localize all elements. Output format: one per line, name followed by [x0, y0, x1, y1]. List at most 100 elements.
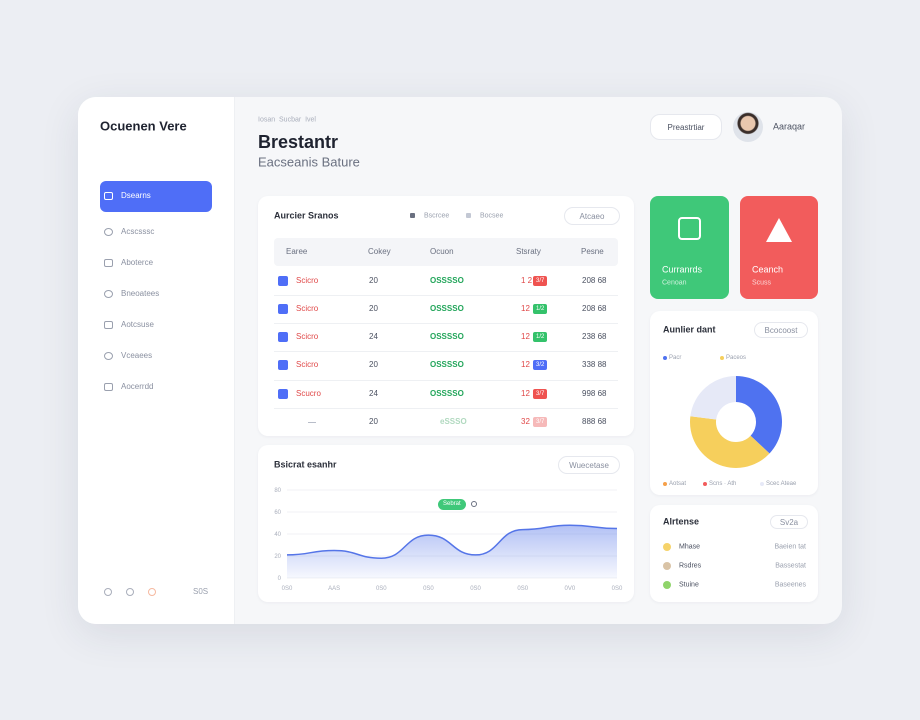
row-code: OSSSSO	[430, 304, 464, 313]
legend-label: Bocsee	[480, 212, 504, 220]
row-divider	[274, 380, 618, 381]
alert-name: Stuine	[679, 581, 699, 589]
table-header-bg	[274, 238, 618, 266]
table-action[interactable]: Atcaeo	[564, 207, 620, 225]
row-checkbox[interactable]	[278, 360, 288, 370]
sidebar	[78, 97, 235, 624]
alert-detail: Baseenes	[774, 581, 806, 589]
legend-dot	[703, 482, 707, 486]
nav-icon	[104, 321, 113, 329]
user-name: Aaraqar	[773, 121, 806, 132]
legend-label: Paceos	[726, 355, 747, 361]
card-icon	[678, 217, 701, 240]
row-code: OSSSSO	[430, 332, 464, 341]
row-qty: 24	[369, 332, 378, 341]
column-header: Ocuon	[430, 247, 454, 256]
alert-dot	[663, 581, 671, 589]
row-price: 888 68	[582, 417, 607, 426]
row-qty: 24	[369, 389, 378, 398]
legend-dot	[720, 356, 724, 360]
breadcrumb: Iosan Sucbar Ivel	[258, 116, 316, 124]
nav-item[interactable]: Aotcsuse	[121, 320, 154, 329]
nav-item[interactable]: Dsearns	[121, 191, 151, 200]
nav-item[interactable]: Vceaees	[121, 351, 153, 360]
row-qty: 20	[369, 304, 378, 313]
row-code: OSSSSO	[430, 360, 464, 369]
row-placeholder	[308, 422, 316, 423]
legend-label: Aotsat	[669, 481, 687, 487]
row-code: OSSSSO	[430, 276, 464, 285]
row-badge: 3/7	[533, 276, 548, 286]
row-name: Scicro	[296, 276, 319, 285]
footer-icon[interactable]	[126, 588, 134, 596]
row-name: Scicro	[296, 304, 319, 313]
row-checkbox[interactable]	[278, 304, 288, 314]
row-badge: 1/2	[533, 332, 548, 342]
nav-icon	[104, 228, 113, 236]
alert-dot	[663, 562, 671, 570]
donut-title: Aunlier dant	[663, 324, 716, 335]
nav-icon	[104, 290, 113, 298]
legend-label: Scec Ateae	[766, 481, 797, 487]
status-card[interactable]	[650, 196, 729, 299]
chart-title: Bsicrat esanhr	[274, 459, 337, 470]
nav-item[interactable]: Bneoatees	[121, 289, 160, 298]
row-number: 12	[521, 389, 530, 398]
table-panel	[258, 196, 634, 436]
card-subtitle: Scuss	[752, 279, 772, 287]
footer-icon[interactable]	[104, 588, 112, 596]
row-name: Scicro	[296, 360, 319, 369]
legend-dot	[663, 482, 667, 486]
row-price: 238 68	[582, 332, 607, 341]
status-card[interactable]	[740, 196, 818, 299]
row-checkbox[interactable]	[278, 332, 288, 342]
row-price: 338 88	[582, 360, 607, 369]
legend-label: Bscrcee	[424, 212, 450, 220]
nav-item[interactable]: Aboterce	[121, 258, 154, 267]
annotation-dot	[471, 501, 477, 507]
chart-action[interactable]: Wuecetase	[558, 456, 620, 474]
header-button[interactable]: Preastrtiar	[650, 114, 722, 140]
row-checkbox[interactable]	[278, 276, 288, 286]
legend-dot	[760, 482, 764, 486]
row-divider	[274, 295, 618, 296]
row-qty: 20	[369, 276, 378, 285]
alert-detail: Baeien tat	[774, 543, 806, 551]
alert-detail: Bassestat	[775, 562, 806, 570]
nav-active-bg[interactable]	[100, 181, 212, 212]
alert-name: Mhase	[679, 543, 701, 551]
page-subtitle: Eacseanis Bature	[258, 154, 360, 170]
column-header: Earee	[286, 247, 308, 256]
row-divider	[274, 351, 618, 352]
row-price: 208 68	[582, 304, 607, 313]
nav-item[interactable]: Acscsssc	[121, 227, 155, 236]
nav-icon	[104, 352, 113, 360]
card-title: Curranrds	[662, 264, 703, 275]
legend-dot	[466, 213, 471, 218]
nav-icon	[104, 259, 113, 267]
row-name: Scicro	[296, 332, 319, 341]
alert-name: Rsdres	[679, 562, 702, 570]
row-code: OSSSSO	[430, 389, 464, 398]
donut-action[interactable]: Bcocoost	[754, 322, 808, 338]
row-price: 208 68	[582, 276, 607, 285]
table-title: Aurcier Sranos	[274, 210, 339, 221]
row-badge: 1/2	[533, 304, 548, 314]
nav-item[interactable]: Aocerrdd	[121, 382, 154, 391]
row-checkbox[interactable]	[278, 389, 288, 399]
legend-dot	[410, 213, 415, 218]
legend-label: Scns · Ath	[709, 481, 737, 487]
alerts-action[interactable]: Sv2a	[770, 515, 808, 529]
alerts-title: Alrtense	[663, 516, 700, 527]
footer-icon[interactable]	[148, 588, 156, 596]
legend-dot	[663, 356, 667, 360]
row-number: 12	[521, 304, 530, 313]
nav-icon	[104, 383, 113, 391]
row-qty: 20	[369, 360, 378, 369]
row-number: 12	[521, 332, 530, 341]
avatar[interactable]	[733, 112, 763, 142]
row-number: 32	[521, 417, 530, 426]
column-header: Stsraty	[516, 247, 541, 256]
row-divider	[274, 323, 618, 324]
